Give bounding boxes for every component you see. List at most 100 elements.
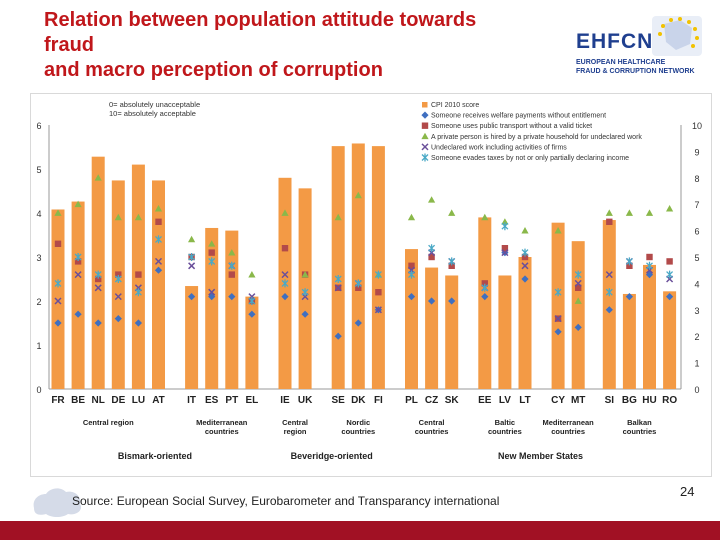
y-left-tick-label: 5: [36, 165, 41, 175]
x-tick-label: CZ: [425, 395, 438, 406]
data-point: [135, 271, 142, 278]
data-point: [355, 284, 362, 291]
legend-swatch: [422, 102, 428, 108]
data-point: [625, 257, 633, 266]
data-point: [208, 257, 216, 266]
data-point: [281, 279, 289, 288]
data-point: [428, 297, 436, 305]
bar: [351, 143, 365, 389]
bar: [185, 286, 199, 389]
slide-title: Relation between population attitude tow…: [44, 8, 564, 83]
data-point: [228, 249, 236, 256]
data-point: [605, 209, 613, 216]
data-point: [421, 153, 429, 162]
bar: [445, 275, 459, 389]
x-tick-label: BE: [71, 395, 85, 406]
x-tick-label: CY: [551, 395, 565, 406]
data-point: [208, 249, 215, 256]
data-point: [54, 319, 62, 327]
data-point: [481, 283, 489, 292]
data-point: [248, 297, 256, 305]
x-tick-label: SK: [445, 395, 460, 406]
y-right-tick-label: 4: [694, 279, 699, 289]
region-label: Central: [419, 418, 445, 427]
y-right-tick-label: 3: [694, 306, 699, 316]
europe-map-icon: [33, 488, 82, 517]
data-point: [54, 209, 62, 216]
data-point: [521, 227, 529, 234]
x-tick-label: PT: [225, 395, 238, 406]
data-point: [114, 293, 122, 301]
bar: [602, 220, 616, 389]
legend-label: Someone uses public transport without a …: [431, 123, 592, 130]
data-point: [54, 240, 62, 247]
data-point: [421, 143, 429, 151]
x-tick-label: EL: [246, 395, 259, 406]
data-point: [281, 271, 289, 279]
title-line-3: and macro perception of corruption: [44, 59, 383, 81]
data-point: [606, 218, 613, 225]
data-point: [334, 332, 342, 340]
data-point: [134, 288, 142, 297]
x-tick-label: MT: [571, 395, 585, 406]
data-point: [625, 209, 633, 216]
group-label: Beveridge-oriented: [291, 451, 373, 461]
data-point: [301, 271, 309, 278]
region-label: countries: [623, 427, 657, 436]
data-point: [481, 213, 489, 221]
x-tick-label: NL: [92, 395, 105, 406]
y-right-tick-label: 10: [692, 121, 702, 131]
y-right-tick-label: 6: [694, 227, 699, 237]
legend-label: A private person is hired by a private h…: [431, 134, 642, 141]
y-right-tick-label: 1: [694, 359, 699, 369]
scale-note: 10= absolutely acceptable: [109, 109, 196, 118]
title-line-2: fraud: [44, 34, 94, 56]
eu-stars-icon: [652, 16, 702, 56]
x-tick-label: LV: [499, 395, 511, 406]
y-right-tick-label: 2: [694, 332, 699, 342]
bar: [51, 209, 65, 389]
data-point: [481, 280, 488, 287]
region-label: Central: [282, 418, 308, 427]
data-point: [95, 275, 102, 283]
bar: [245, 296, 259, 389]
ehfcn-logo: EHFCN European Healthcare Fraud & Corrup…: [568, 14, 708, 94]
y-left-tick-label: 3: [36, 253, 41, 263]
data-point: [554, 227, 562, 234]
bar: [225, 230, 239, 389]
data-point: [114, 213, 122, 221]
data-point: [501, 245, 509, 252]
x-tick-label: UK: [298, 395, 313, 406]
x-tick-label: RO: [662, 395, 677, 406]
data-point: [248, 310, 256, 318]
bar: [663, 291, 677, 389]
data-point: [155, 218, 162, 225]
x-tick-label: LT: [519, 395, 530, 406]
x-tick-label: ES: [205, 395, 219, 406]
y-right-tick-label: 8: [694, 174, 699, 184]
x-tick-label: AT: [152, 395, 165, 406]
data-point: [74, 258, 82, 265]
data-point: [408, 262, 415, 269]
bar: [425, 267, 439, 389]
data-point: [554, 328, 562, 336]
data-point: [421, 132, 429, 140]
y-left-tick-label: 4: [36, 209, 41, 219]
data-point: [421, 122, 429, 129]
data-point: [448, 257, 456, 266]
data-point: [134, 319, 142, 327]
data-point: [554, 315, 562, 323]
data-point: [574, 297, 582, 304]
region-label: Central region: [83, 418, 134, 427]
data-point: [74, 253, 82, 261]
data-point: [428, 244, 436, 253]
data-point: [115, 271, 122, 278]
data-point: [54, 297, 62, 305]
data-point: [521, 253, 529, 261]
y-left-tick-label: 6: [36, 121, 41, 131]
region-label: Balkan: [627, 418, 652, 427]
x-tick-label: EE: [478, 395, 492, 406]
y-right-tick-label: 9: [694, 147, 699, 157]
data-point: [334, 213, 342, 221]
y-right-tick-label: 7: [694, 200, 699, 210]
